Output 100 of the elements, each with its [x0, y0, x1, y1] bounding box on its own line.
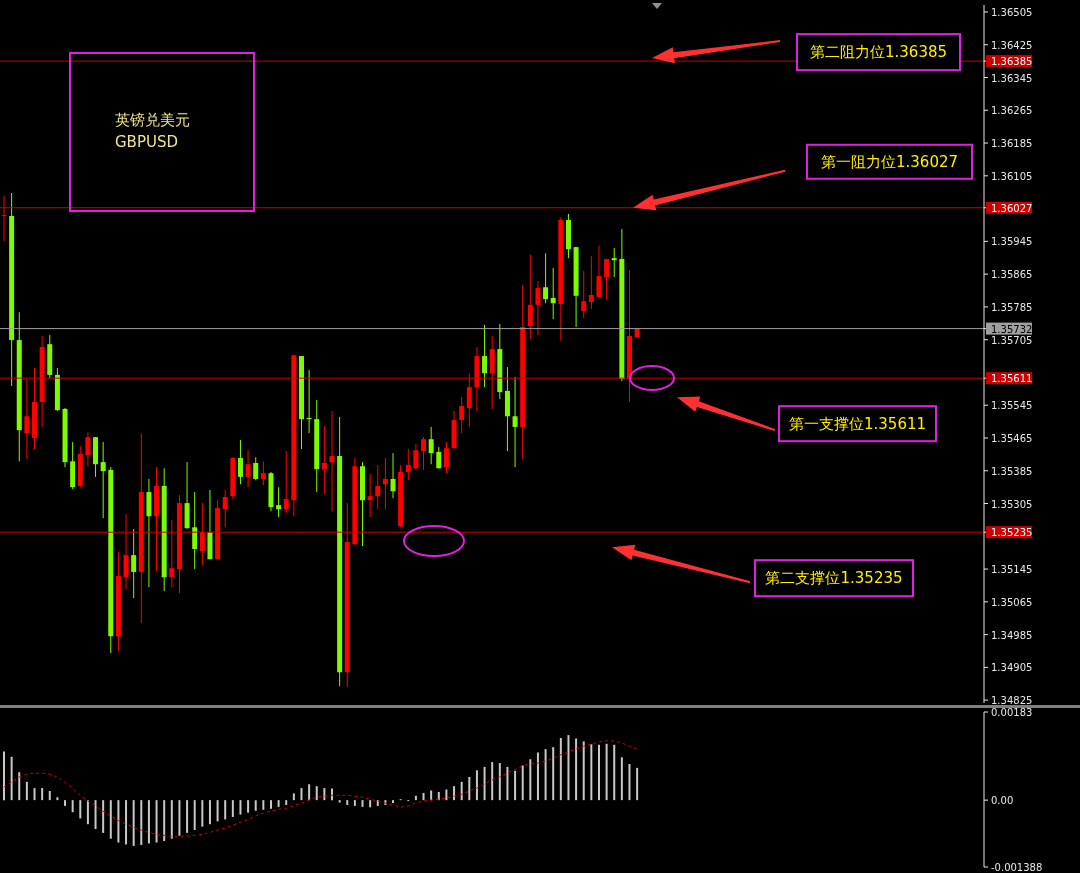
y-tick-label: 1.36425 — [991, 39, 1033, 51]
bar — [3, 751, 5, 801]
candlestick — [260, 460, 266, 486]
candlestick — [512, 376, 518, 468]
bar — [193, 800, 196, 831]
bar — [559, 738, 562, 801]
bar — [239, 800, 242, 815]
bar — [514, 770, 517, 801]
text: 英镑兑美元 — [115, 111, 190, 129]
candlestick — [24, 378, 30, 460]
bar — [71, 800, 74, 813]
bar — [483, 766, 486, 801]
bar — [262, 800, 265, 810]
candlestick — [253, 456, 259, 481]
bar — [132, 800, 135, 846]
bar — [10, 756, 13, 801]
bar — [491, 762, 494, 801]
candlestick — [131, 528, 137, 599]
bar — [79, 800, 82, 819]
bar — [628, 764, 631, 801]
ref-line-label: 第二阻力位1.36385 — [809, 43, 948, 62]
bar — [201, 800, 204, 827]
bar — [117, 800, 120, 843]
bar — [605, 743, 608, 801]
bar — [575, 738, 578, 801]
ref-line-label: 第二支撑位1.35235 — [765, 569, 903, 588]
bar — [544, 749, 547, 801]
bar — [247, 800, 250, 813]
y-tick-label: 1.36027 — [991, 202, 1033, 214]
y-tick-label: 1.34825 — [991, 695, 1033, 707]
bar — [552, 747, 555, 801]
y-tick-label: 1.34905 — [991, 662, 1033, 674]
candlestick — [222, 489, 228, 528]
bar — [453, 786, 456, 801]
bar — [498, 763, 501, 801]
candlestick — [237, 439, 243, 485]
bar — [521, 765, 524, 801]
candlestick — [543, 252, 549, 304]
bar — [125, 800, 128, 845]
candlestick — [199, 502, 205, 566]
y-tick-label: 1.35945 — [991, 236, 1033, 248]
candlestick — [466, 372, 472, 428]
bar — [422, 792, 425, 801]
bar — [64, 800, 67, 806]
bar — [25, 781, 28, 801]
bar — [613, 744, 616, 801]
bar — [186, 800, 189, 833]
bar — [254, 800, 257, 811]
bar — [323, 788, 326, 801]
bar — [269, 800, 272, 809]
bar — [155, 800, 158, 843]
ref-line-label: 第一阻力位1.36027 — [820, 152, 959, 171]
bar — [94, 800, 97, 830]
y-tick-label: 1.36265 — [991, 105, 1033, 117]
candlestick — [604, 258, 610, 300]
candlestick — [428, 426, 434, 465]
bar — [178, 800, 181, 836]
candlestick — [85, 431, 91, 467]
y-tick-label: 1.35545 — [991, 400, 1033, 412]
candlestick — [329, 410, 335, 512]
y-tick-label: 1.35145 — [991, 564, 1033, 576]
candlestick — [550, 267, 556, 320]
candlestick — [405, 448, 411, 481]
candlestick — [390, 452, 396, 499]
bar — [460, 781, 463, 801]
bar — [445, 789, 448, 801]
candlestick — [421, 436, 427, 471]
candlestick — [413, 443, 419, 471]
bar — [300, 788, 303, 801]
y-tick-label: 0.00183 — [991, 707, 1033, 718]
bar — [636, 767, 639, 801]
candlestick — [276, 486, 282, 518]
y-tick-label: 1.35705 — [991, 334, 1033, 346]
bar — [590, 744, 593, 801]
bar — [109, 800, 112, 839]
candlestick — [382, 457, 388, 510]
bar — [376, 800, 379, 806]
candlestick — [321, 425, 327, 495]
bar — [582, 741, 585, 801]
candlestick — [375, 464, 381, 510]
bar — [437, 791, 440, 801]
candlestick — [527, 254, 533, 340]
bar — [18, 772, 21, 801]
candlestick — [169, 519, 175, 588]
bar — [140, 800, 143, 845]
bar — [475, 770, 478, 801]
text: GBPUSD — [115, 133, 179, 151]
bar — [216, 800, 219, 822]
bar — [231, 800, 234, 817]
bar — [468, 777, 471, 801]
bar — [506, 766, 509, 801]
bar — [277, 800, 280, 807]
bar — [567, 735, 570, 801]
bar — [86, 800, 89, 825]
bar — [170, 800, 173, 839]
candlestick — [611, 247, 617, 278]
bar — [41, 788, 44, 801]
bar — [33, 788, 36, 801]
candlestick — [535, 280, 541, 336]
bar — [536, 752, 539, 801]
